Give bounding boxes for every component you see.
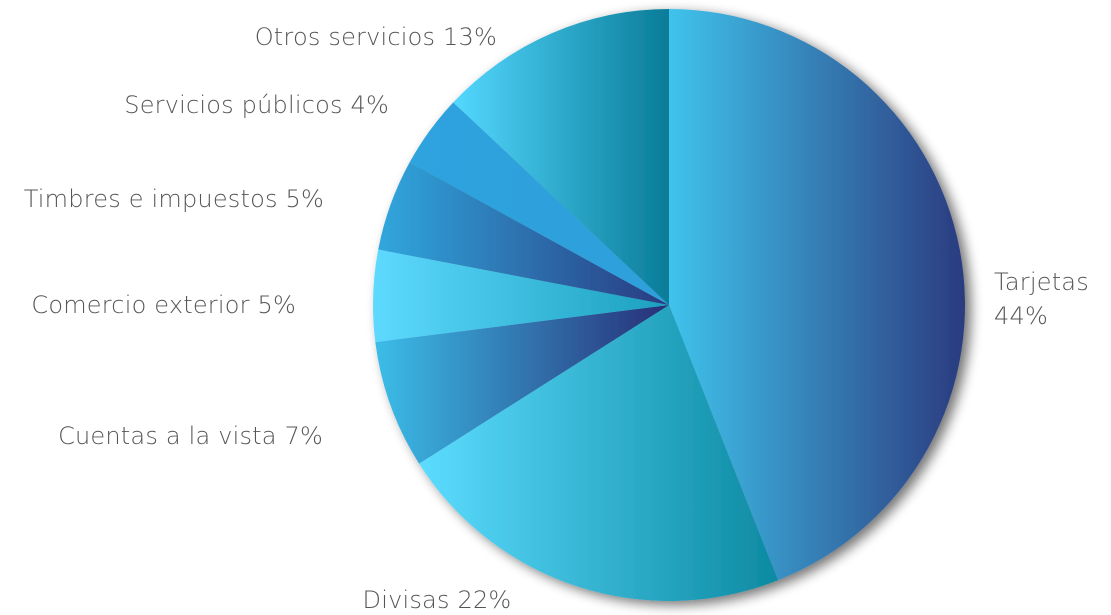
slice-label: Otros servicios 13% [255, 23, 497, 51]
pie-slice-timbres-e-impuestos [378, 162, 669, 305]
pie-slice-servicios-p-blicos [409, 102, 669, 306]
pie-slice-comercio-exterior [372, 249, 669, 343]
slice-label: Divisas 22% [363, 586, 512, 614]
pie-slice-tarjetas [669, 9, 965, 581]
slice-label: Tarjetas 44% [994, 268, 1089, 330]
slice-label: Timbres e impuestos 5% [24, 185, 324, 213]
slice-label-name: Tarjetas [994, 268, 1089, 296]
pie-slice-cuentas-a-la-vista [375, 305, 669, 464]
slice-label: Servicios públicos 4% [124, 91, 389, 119]
slice-label: Comercio exterior 5% [31, 291, 296, 319]
pie-slice-divisas [419, 305, 778, 601]
slice-label-value: 44% [994, 302, 1048, 330]
slice-label: Cuentas a la vista 7% [58, 422, 323, 450]
pie-slice-otros-servicios [453, 9, 669, 305]
pie-slices [372, 9, 965, 601]
slice-labels: Tarjetas 44% Divisas 22% Cuentas a la vista… [24, 23, 1089, 614]
